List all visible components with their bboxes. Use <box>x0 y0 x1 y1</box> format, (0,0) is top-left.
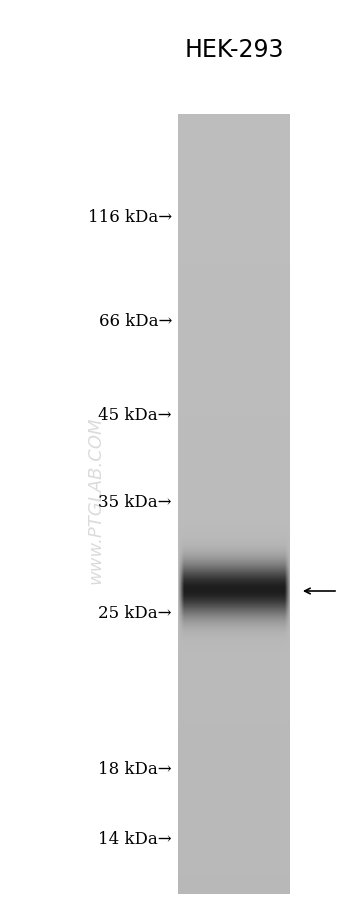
Text: 35 kDa→: 35 kDa→ <box>98 494 172 511</box>
Text: www.PTGLAB.COM: www.PTGLAB.COM <box>86 416 104 583</box>
Text: HEK-293: HEK-293 <box>184 38 284 62</box>
Text: 14 kDa→: 14 kDa→ <box>98 831 172 848</box>
Text: 45 kDa→: 45 kDa→ <box>98 407 172 424</box>
Text: 66 kDa→: 66 kDa→ <box>99 313 172 330</box>
Text: 25 kDa→: 25 kDa→ <box>98 605 172 621</box>
Text: 116 kDa→: 116 kDa→ <box>88 209 172 226</box>
Text: 18 kDa→: 18 kDa→ <box>98 760 172 778</box>
